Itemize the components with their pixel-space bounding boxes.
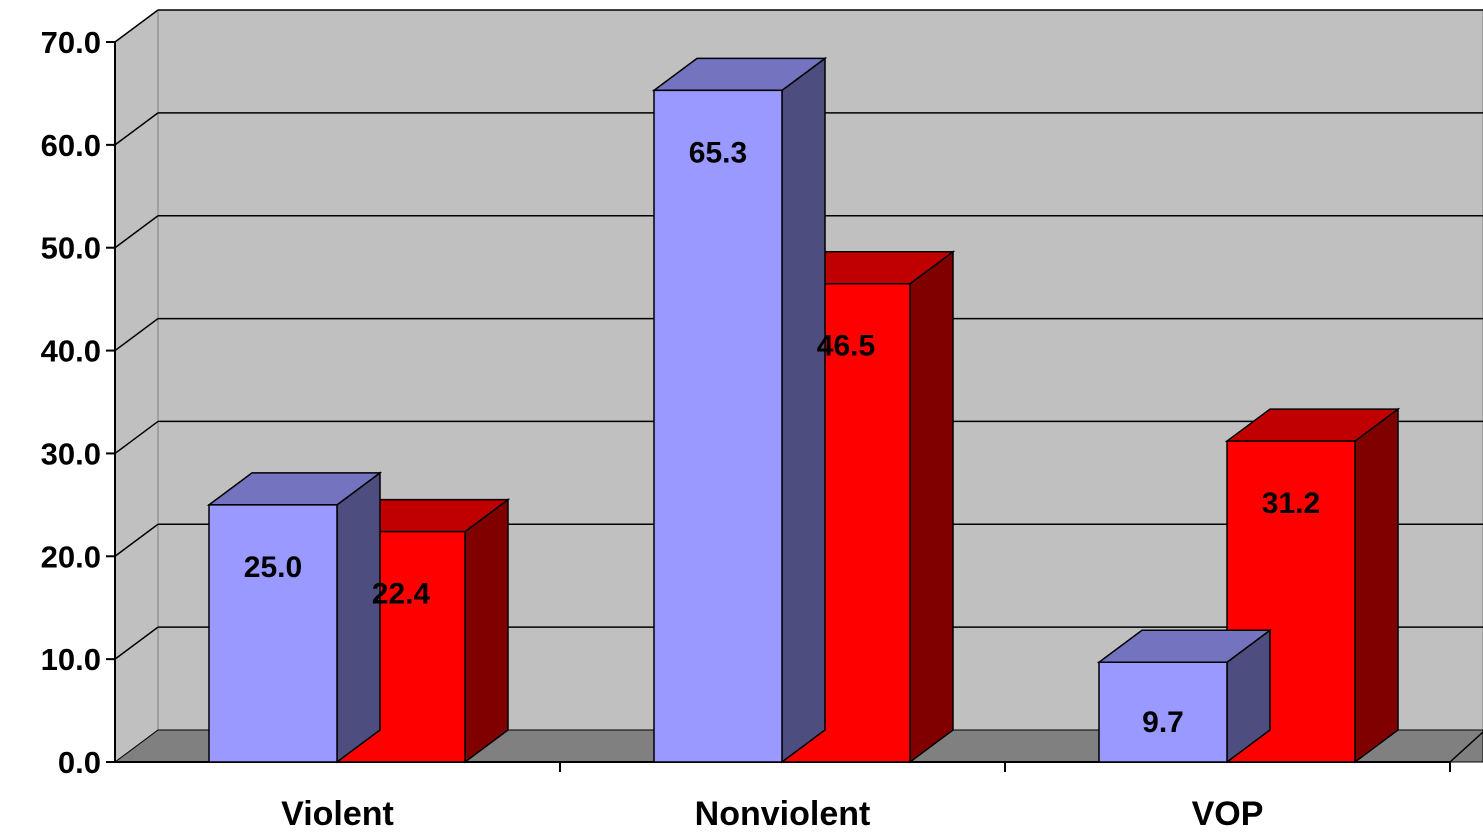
- y-tick-label: 70.0: [41, 25, 101, 60]
- chart-bars: [206, 56, 1401, 764]
- bar-side: [781, 56, 826, 764]
- x-category-label: VOP: [1192, 795, 1264, 832]
- gridline-diagonal: [114, 317, 159, 352]
- data-label: 9.7: [1142, 706, 1184, 739]
- bar: [208, 504, 338, 763]
- y-tick-label: 20.0: [41, 539, 101, 574]
- data-label: 25.0: [244, 551, 302, 584]
- gridline-diagonal: [114, 420, 159, 455]
- bar-side: [464, 498, 509, 764]
- data-label: 22.4: [372, 578, 431, 611]
- gridline-diagonal: [114, 215, 159, 249]
- y-tick-label: 50.0: [41, 231, 101, 266]
- gridline-diagonal: [114, 523, 159, 557]
- gridline-diagonal: [114, 9, 159, 43]
- y-tick-label: 10.0: [41, 642, 101, 677]
- x-category-label: Violent: [281, 795, 394, 832]
- floor-edge: [1449, 731, 1483, 763]
- chart-labels: 0.0 10.0 20.0 30.0 40.0 50.0 60.0 70.0 25.0 22.4 V…: [41, 25, 1321, 832]
- y-tick-label: 60.0: [41, 128, 101, 163]
- bar-side: [909, 250, 954, 764]
- gridline-diagonal: [114, 112, 159, 146]
- y-tick-label: 30.0: [41, 436, 101, 471]
- data-label: 46.5: [817, 330, 875, 363]
- bar: [653, 89, 783, 763]
- data-label: 31.2: [1262, 487, 1320, 520]
- y-tick-label: 40.0: [41, 334, 101, 369]
- gridline-diagonal: [114, 626, 159, 660]
- bar-side: [1354, 407, 1399, 764]
- bar: [1098, 661, 1228, 763]
- data-label: 65.3: [689, 136, 747, 169]
- bar: [1226, 440, 1356, 763]
- x-category-label: Nonviolent: [695, 795, 871, 832]
- y-tick-label: 0.0: [58, 745, 101, 780]
- side-wall: [114, 9, 159, 763]
- bar-side: [336, 471, 381, 764]
